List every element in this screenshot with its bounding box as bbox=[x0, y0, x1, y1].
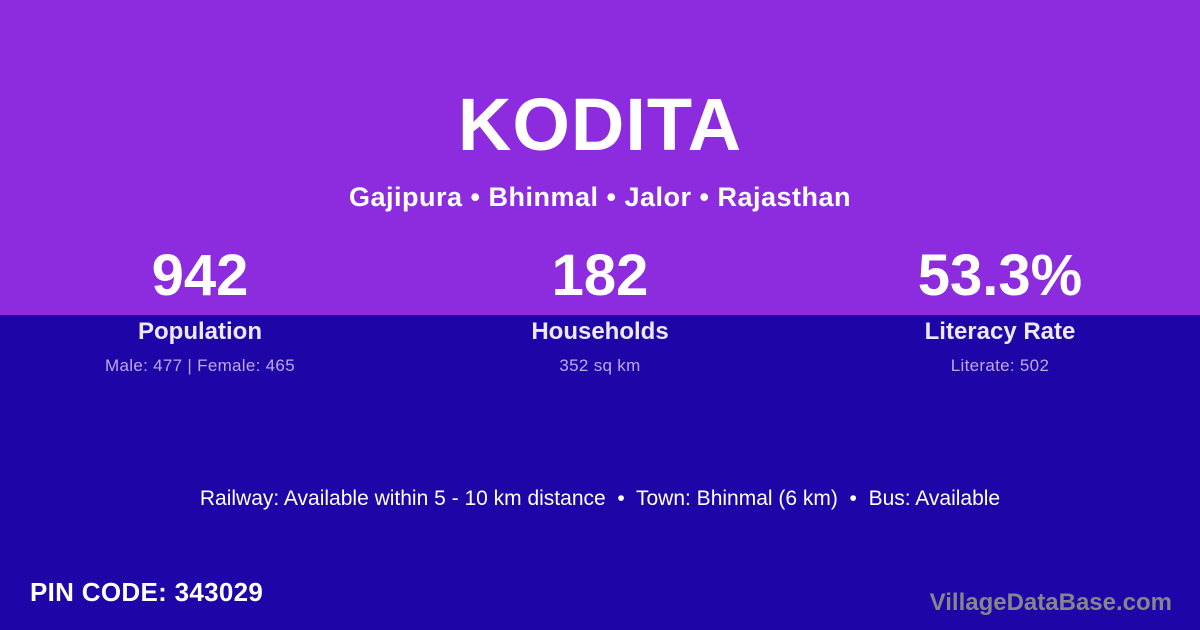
population-label: Population bbox=[138, 318, 262, 345]
households-detail: 352 sq km bbox=[559, 356, 641, 375]
location-breadcrumb: Gajipura • Bhinmal • Jalor • Rajasthan bbox=[349, 182, 851, 212]
population-detail: Male: 477 | Female: 465 bbox=[105, 356, 295, 375]
literacy-rate-label: Literacy Rate bbox=[924, 318, 1076, 345]
households-label: Households bbox=[531, 318, 669, 345]
card-header: KODITA Gajipura • Bhinmal • Jalor • Raja… bbox=[0, 88, 1200, 213]
literacy-rate-value: 53.3% bbox=[917, 243, 1083, 308]
transport-info-line: Railway: Available within 5 - 10 km dist… bbox=[199, 487, 1001, 510]
stat-households: 182 Households 352 sq km bbox=[400, 246, 800, 376]
site-watermark: VillageDataBase.com bbox=[929, 589, 1172, 616]
population-value: 942 bbox=[151, 243, 249, 308]
pin-code-label: PIN CODE: 343029 bbox=[30, 577, 264, 607]
literacy-rate-detail: Literate: 502 bbox=[950, 356, 1050, 375]
stat-population: 942 Population Male: 477 | Female: 465 bbox=[0, 246, 400, 376]
stat-literacy-rate: 53.3% Literacy Rate Literate: 502 bbox=[800, 246, 1200, 376]
village-name-title: KODITA bbox=[457, 83, 743, 166]
households-value: 182 bbox=[551, 243, 649, 308]
stats-row: 942 Population Male: 477 | Female: 465 1… bbox=[0, 246, 1200, 376]
